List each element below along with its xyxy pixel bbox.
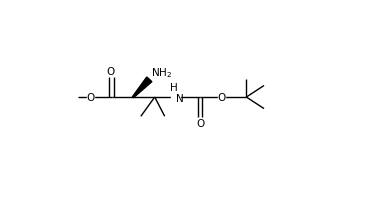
Polygon shape xyxy=(133,78,152,98)
Text: O: O xyxy=(107,67,115,77)
Bar xyxy=(87,94,94,101)
Bar xyxy=(171,93,180,102)
Text: NH$_2$: NH$_2$ xyxy=(151,65,172,79)
Text: H: H xyxy=(170,82,178,92)
Text: O: O xyxy=(196,118,204,128)
Text: O: O xyxy=(218,93,226,103)
Text: O: O xyxy=(87,93,95,103)
Text: N: N xyxy=(176,93,184,103)
Bar xyxy=(218,94,225,101)
